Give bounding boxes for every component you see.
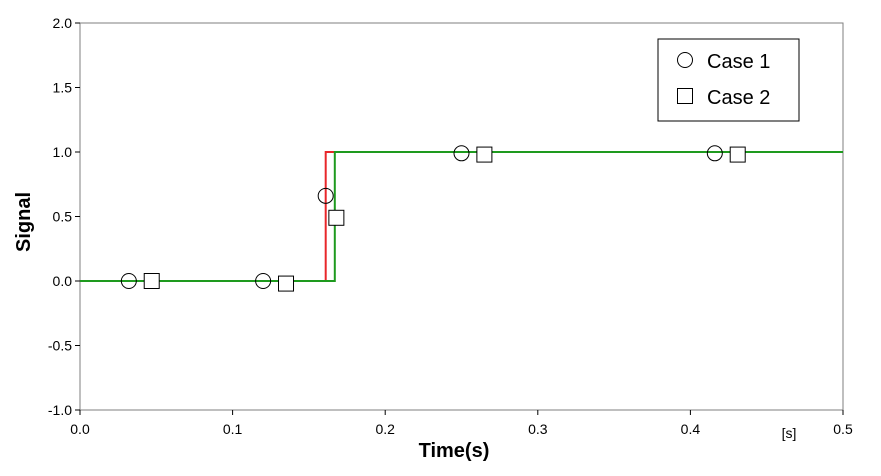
legend-marker-case-2 bbox=[677, 88, 693, 104]
legend: Case 1 Case 2 bbox=[657, 38, 800, 122]
y-tick-label: 1.0 bbox=[53, 144, 73, 160]
marker-square-case-2 bbox=[143, 273, 160, 289]
x-tick-label: 0.1 bbox=[223, 421, 243, 437]
y-tick-label: -0.5 bbox=[48, 338, 72, 354]
marker-square-case-2 bbox=[476, 146, 493, 163]
legend-label-case-2: Case 2 bbox=[707, 87, 770, 109]
marker-circle-case-1 bbox=[255, 273, 272, 289]
marker-circle-case-1 bbox=[120, 273, 137, 289]
axis-ticks: -1.0 -0.5 0.0 0.5 1.0 1.5 2.0 0.0 0.1 0.2 0.3 0.4 0.… bbox=[48, 15, 853, 437]
marker-square-case-2 bbox=[328, 209, 345, 226]
marker-circle-case-1 bbox=[317, 187, 334, 204]
legend-marker-case-1 bbox=[677, 52, 693, 68]
legend-box bbox=[657, 38, 800, 122]
marker-circle-case-1 bbox=[453, 145, 470, 162]
x-tick-label: 0.4 bbox=[681, 421, 701, 437]
series-markers bbox=[120, 145, 746, 292]
legend-label-case-1: Case 1 bbox=[707, 51, 770, 73]
x-axis-title: Time(s) bbox=[419, 440, 490, 462]
x-axis-unit-label: [s] bbox=[782, 425, 797, 441]
x-tick-label: 0.5 bbox=[833, 421, 853, 437]
y-axis-title: Signal bbox=[13, 192, 35, 252]
y-tick-label: 0.5 bbox=[53, 209, 73, 225]
x-tick-label: 0.0 bbox=[70, 421, 90, 437]
y-tick-label: 0.0 bbox=[53, 273, 73, 289]
y-tick-label: 2.0 bbox=[53, 15, 73, 31]
marker-square-case-2 bbox=[729, 146, 746, 163]
x-tick-label: 0.2 bbox=[375, 421, 395, 437]
y-tick-label: -1.0 bbox=[48, 402, 72, 418]
y-tick-label: 1.5 bbox=[53, 80, 73, 96]
marker-square-case-2 bbox=[278, 275, 295, 292]
marker-circle-case-1 bbox=[706, 145, 723, 162]
x-tick-label: 0.3 bbox=[528, 421, 548, 437]
